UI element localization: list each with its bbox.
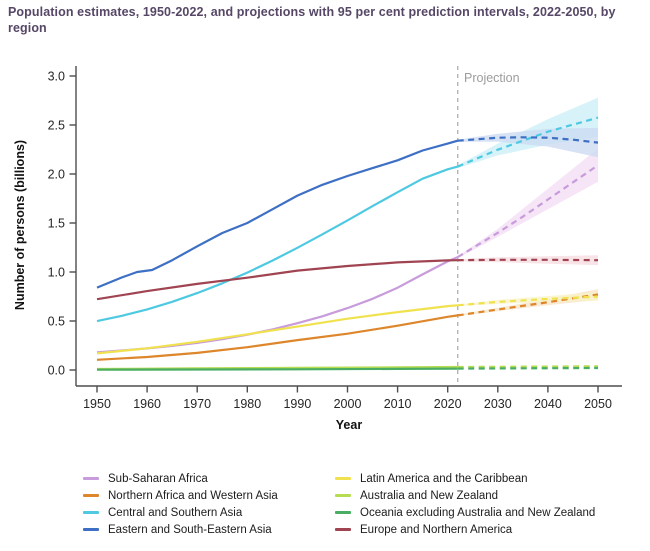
legend-label: Central and Southern Asia	[108, 506, 243, 519]
series-line-europe-and-northern-america	[96, 259, 458, 301]
y-tick-label: 2.0	[48, 168, 65, 182]
x-tick-label: 2010	[384, 397, 412, 411]
legend-item-oceania-excluding-australia-and-new-zealand: Oceania excluding Australia and New Zeal…	[335, 504, 595, 521]
x-tick-label: 2040	[534, 397, 562, 411]
legend-label: Australia and New Zealand	[360, 489, 499, 502]
legend-swatch-sub-saharan-africa	[83, 477, 99, 480]
series-line-latin-america-and-the-caribbean	[96, 304, 458, 355]
series-line-sub-saharan-africa	[96, 256, 459, 354]
legend-swatch-oceania-excluding-australia-and-new-zealand	[335, 511, 351, 514]
chart-title: Population estimates, 1950-2022, and pro…	[8, 5, 616, 36]
legend-item-latin-america-and-the-caribbean: Latin America and the Caribbean	[335, 470, 595, 487]
prediction-band-europe-and-northern-america	[457, 255, 598, 266]
x-tick-label: 1960	[133, 397, 161, 411]
legend-item-australia-and-new-zealand: Australia and New Zealand	[335, 487, 595, 504]
legend-swatch-eastern-and-south-eastern-asia	[83, 528, 99, 531]
legend-swatch-europe-and-northern-america	[335, 528, 351, 531]
y-tick-label: 0.0	[48, 364, 65, 378]
legend-item-sub-saharan-africa: Sub-Saharan Africa	[83, 470, 335, 487]
legend-item-europe-and-northern-america: Europe and Northern America	[335, 521, 595, 538]
projection-label: Projection	[464, 71, 520, 85]
x-axis-title: Year	[335, 418, 363, 432]
legend-label: Northern Africa and Western Asia	[108, 489, 278, 502]
legend-label: Oceania excluding Australia and New Zeal…	[360, 506, 596, 519]
y-tick-label: 1.0	[48, 266, 65, 280]
legend-label: Sub-Saharan Africa	[108, 472, 208, 485]
x-tick-label: 2020	[434, 397, 462, 411]
legend-swatch-northern-africa-and-western-asia	[83, 494, 99, 497]
series-projection-oceania-excluding-australia-and-new-zealand	[457, 366, 599, 370]
series-line-central-and-southern-asia	[96, 165, 458, 323]
legend-label: Latin America and the Caribbean	[360, 472, 528, 485]
y-tick-label: 2.5	[48, 119, 65, 133]
legend-label: Europe and Northern America	[360, 523, 513, 536]
legend-item-central-and-southern-asia: Central and Southern Asia	[83, 504, 335, 521]
y-tick-label: 0.5	[48, 315, 65, 329]
y-tick-label: 1.5	[48, 217, 65, 231]
legend-swatch-central-and-southern-asia	[83, 511, 99, 514]
series-line-oceania-excluding-australia-and-new-zealand	[96, 367, 458, 371]
x-tick-label: 2000	[334, 397, 362, 411]
series-projection-central-and-southern-asia	[457, 116, 599, 168]
series-projection-australia-and-new-zealand	[457, 365, 599, 369]
legend-swatch-australia-and-new-zealand	[335, 494, 351, 497]
x-tick-label: 1990	[283, 397, 311, 411]
x-tick-label: 2030	[484, 397, 512, 411]
series-projection-northern-africa-and-western-asia	[457, 293, 599, 317]
series-line-northern-africa-and-western-asia	[96, 314, 458, 361]
legend-swatch-latin-america-and-the-caribbean	[335, 477, 351, 480]
x-tick-label: 1980	[233, 397, 261, 411]
x-tick-label: 1950	[83, 397, 111, 411]
prediction-band-sub-saharan-africa	[457, 148, 598, 259]
x-tick-label: 2050	[584, 397, 612, 411]
series-projection-latin-america-and-the-caribbean	[457, 295, 599, 307]
legend-item-northern-africa-and-western-asia: Northern Africa and Western Asia	[83, 487, 335, 504]
prediction-band-eastern-and-south-eastern-asia	[457, 127, 598, 158]
y-tick-label: 3.0	[48, 70, 65, 84]
legend-item-eastern-and-south-eastern-asia: Eastern and South-Eastern Asia	[83, 521, 335, 538]
x-tick-label: 1970	[183, 397, 211, 411]
series-projection-eastern-and-south-eastern-asia	[457, 136, 599, 144]
series-line-eastern-and-south-eastern-asia	[96, 139, 459, 289]
legend-column-left: Sub-Saharan Africa Northern Africa and We…	[83, 470, 335, 538]
legend-column-right: Latin America and the Caribbean Australia…	[335, 470, 595, 538]
legend: Sub-Saharan Africa Northern Africa and We…	[83, 470, 595, 538]
legend-label: Eastern and South-Eastern Asia	[108, 523, 272, 536]
plot-area: 0.0 0.5 1.0 1.5 2.0 2.5 3.0 1950 1960 1970 1980 199…	[48, 66, 622, 411]
